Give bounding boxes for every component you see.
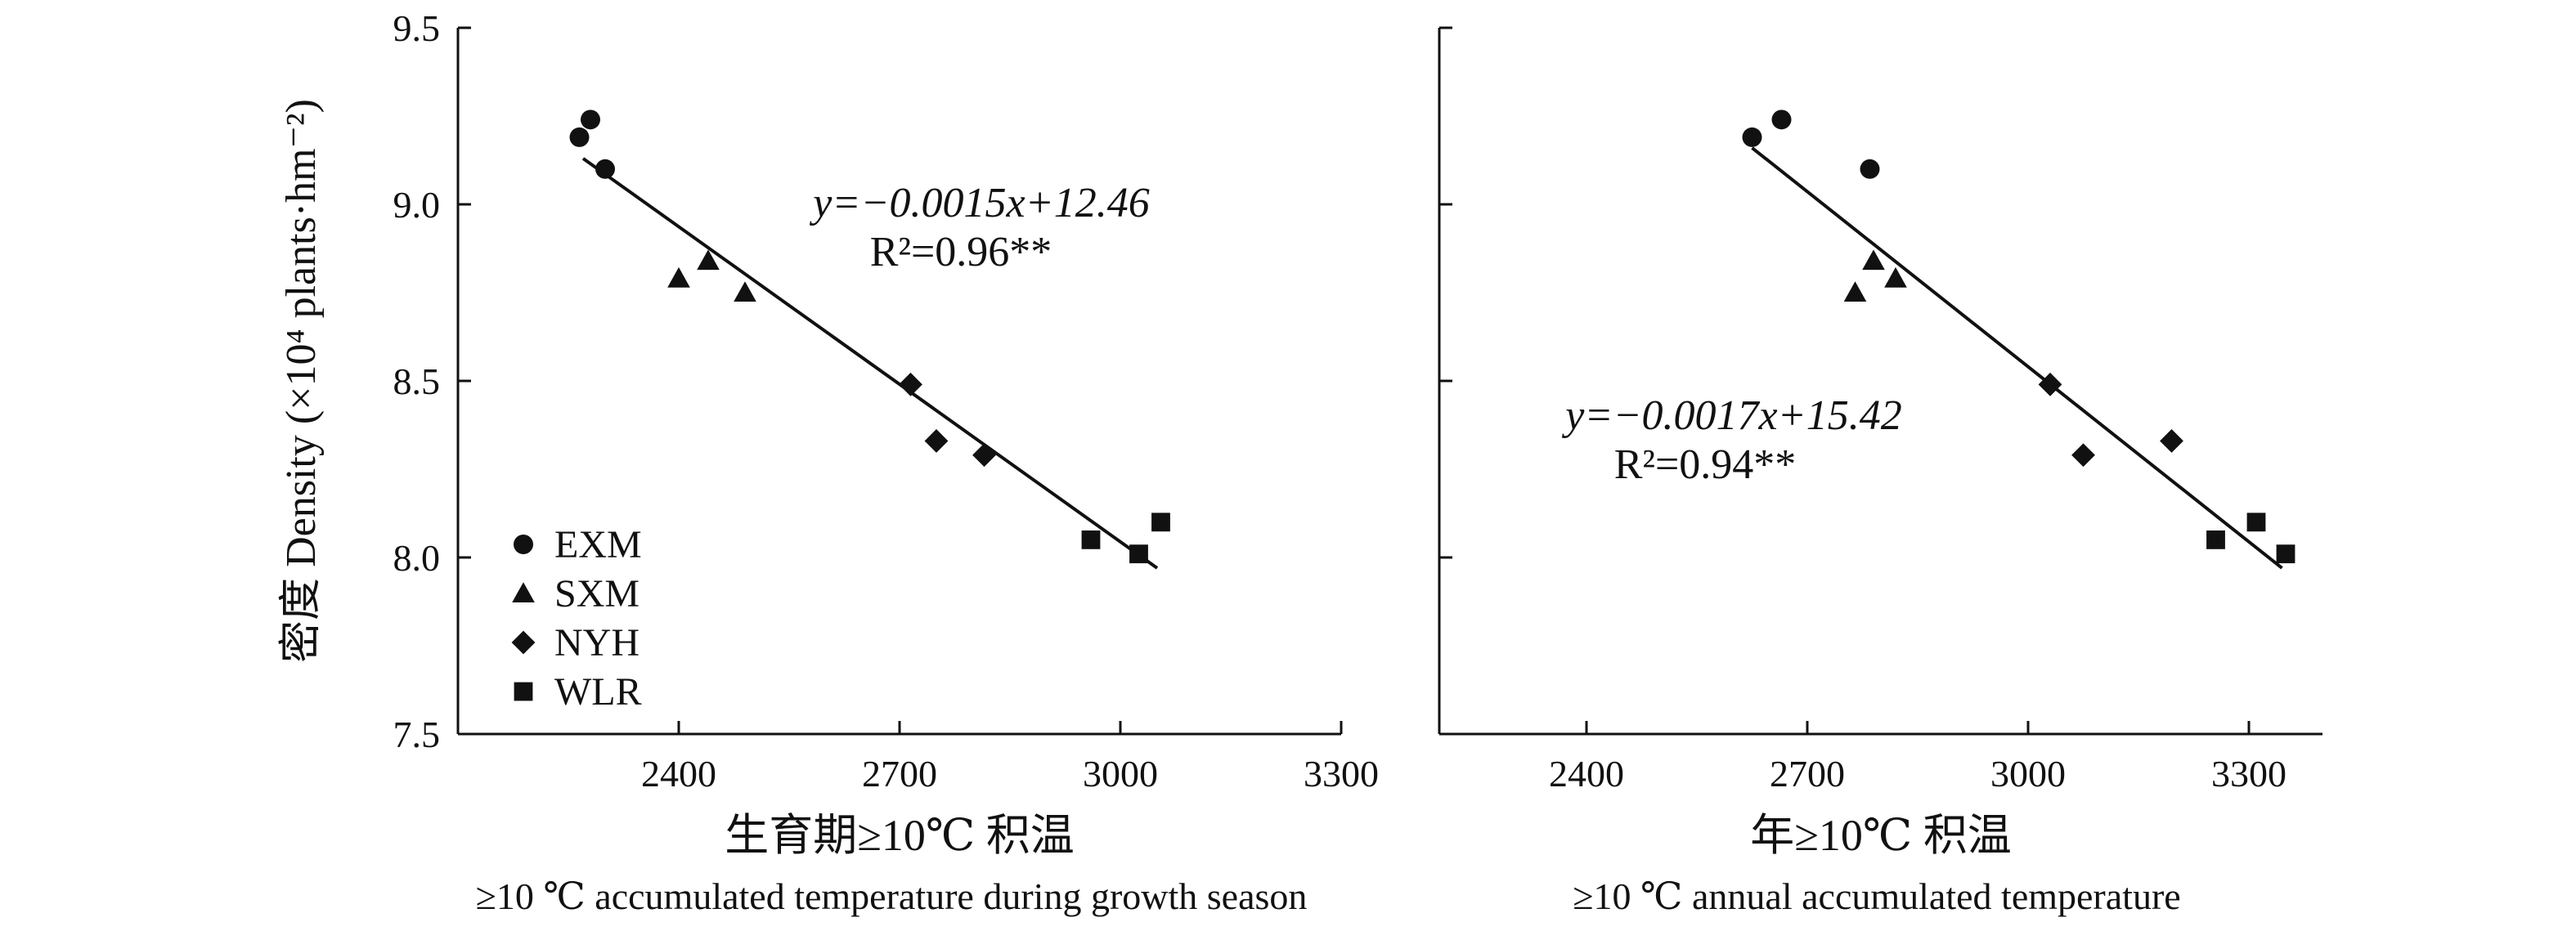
data-point-wlr	[1129, 544, 1148, 564]
x-tick-label: 3300	[2211, 753, 2287, 795]
data-point-exm	[581, 110, 600, 130]
data-point-sxm	[697, 249, 720, 271]
data-point-nyh	[972, 443, 996, 468]
data-point-sxm	[667, 266, 690, 288]
y-tick-label: 8.5	[393, 360, 441, 402]
data-point-nyh	[2160, 429, 2183, 453]
legend-marker-sxm	[512, 582, 535, 603]
data-point-wlr	[1151, 513, 1170, 532]
regression-line	[1751, 146, 2283, 570]
data-point-sxm	[1843, 281, 1867, 302]
legend-label-wlr: WLR	[554, 670, 642, 714]
regression-line	[581, 157, 1159, 570]
y-tick-label: 9.0	[393, 184, 441, 226]
legend: EXM SXM NYH WLR	[511, 523, 642, 714]
chart-panel-2: 2400 2700 3000 3300 y=−0.0017x+15.42R²=0.94*…	[1438, 26, 2322, 917]
data-point-sxm	[734, 281, 756, 302]
data-point-sxm	[1884, 266, 1907, 288]
data-point-wlr	[1081, 530, 1101, 549]
y-tick-label: 8.0	[393, 537, 441, 579]
regression-equation: y=−0.0015x+12.46	[809, 180, 1149, 226]
data-point-exm	[595, 159, 615, 179]
x-tick-label: 2400	[641, 753, 716, 795]
x-tick-label: 2400	[1549, 753, 1624, 795]
data-point-exm	[1860, 159, 1880, 179]
r-squared: R²=0.94**	[1614, 441, 1797, 488]
data-point-wlr	[2206, 530, 2225, 549]
data-point-wlr	[2276, 544, 2296, 564]
legend-marker-exm	[514, 535, 533, 554]
data-point-exm	[1742, 127, 1762, 147]
data-point-nyh	[2071, 443, 2095, 468]
legend-marker-nyh	[511, 630, 536, 655]
x-tick-label: 2700	[1770, 753, 1845, 795]
chart-panel-1: 9.5 9.0 8.5 8.0 7.5 2400 2700 3000 3300 y=−0.0015…	[393, 7, 1380, 917]
regression-equation: y=−0.0017x+15.42	[1561, 392, 1901, 439]
x-tick-label: 2700	[862, 753, 937, 795]
chart-panels: 9.5 9.0 8.5 8.0 7.5 2400 2700 3000 3300 y=−0.0015…	[393, 7, 2322, 917]
x-axis-label-en: ≥10 ℃ accumulated temperature during gro…	[476, 875, 1308, 917]
legend-label-exm: EXM	[554, 523, 642, 566]
data-point-sxm	[1862, 249, 1885, 271]
x-axis-label-en: ≥10 ℃ annual accumulated temperature	[1573, 875, 2180, 917]
y-axis-label-group: 密度 Density (×10⁴ plants·hm⁻²)	[278, 99, 325, 663]
r-squared: R²=0.96**	[870, 229, 1052, 275]
legend-label-sxm: SXM	[554, 572, 640, 615]
legend-label-nyh: NYH	[554, 621, 640, 665]
data-point-wlr	[2246, 513, 2266, 532]
y-tick-label: 9.5	[393, 7, 441, 49]
data-point-nyh	[2038, 372, 2062, 396]
y-tick-label: 7.5	[393, 714, 441, 755]
y-axis-label: 密度 Density (×10⁴ plants·hm⁻²)	[278, 99, 325, 663]
data-point-exm	[569, 127, 590, 147]
data-point-exm	[1771, 110, 1792, 130]
x-axis-label-zh: 生育期≥10℃ 积温	[725, 811, 1075, 860]
x-tick-label: 3300	[1304, 753, 1379, 795]
legend-marker-wlr	[514, 682, 533, 701]
x-tick-label: 3000	[1990, 753, 2066, 795]
data-point-nyh	[924, 429, 949, 453]
data-point-nyh	[899, 372, 922, 396]
x-axis-label-zh: 年≥10℃ 积温	[1750, 811, 2012, 860]
x-tick-label: 3000	[1083, 753, 1158, 795]
